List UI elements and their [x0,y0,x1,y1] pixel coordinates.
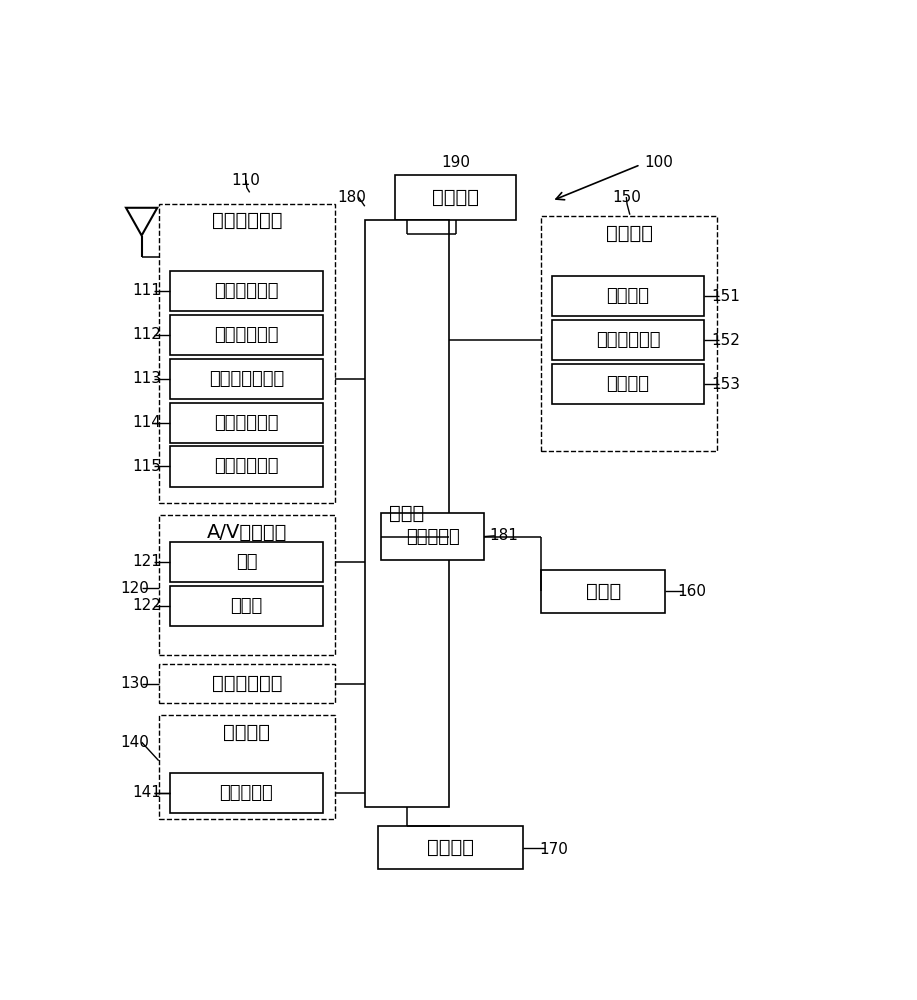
Text: 153: 153 [712,377,740,392]
Text: 显示单元: 显示单元 [606,287,649,305]
Text: 接近传感器: 接近传感器 [219,784,273,802]
Bar [170,773,323,813]
Text: 麦克风: 麦克风 [230,597,262,615]
Text: 190: 190 [441,155,470,170]
Text: 120: 120 [120,581,149,596]
Text: 多媒体模块: 多媒体模块 [406,528,459,546]
Bar [170,403,323,443]
Text: 控制器: 控制器 [389,504,425,523]
Text: 151: 151 [712,289,740,304]
Text: 140: 140 [120,735,149,750]
Bar [159,715,335,819]
Text: 160: 160 [677,584,706,599]
Text: 接口单元: 接口单元 [427,838,474,857]
Text: 警报单元: 警报单元 [606,375,649,393]
Text: 111: 111 [132,283,161,298]
Text: 113: 113 [132,371,161,386]
Bar [170,586,323,626]
Bar [170,446,323,487]
Text: 位置信息模块: 位置信息模块 [215,458,279,476]
Text: 152: 152 [712,333,740,348]
Bar [552,364,704,404]
Text: 150: 150 [612,190,641,205]
Bar [159,515,335,655]
Text: 广播接收模块: 广播接收模块 [215,282,279,300]
Bar [541,216,717,451]
Text: 112: 112 [132,327,161,342]
Bar [378,826,524,869]
Text: 170: 170 [539,842,569,857]
Text: 180: 180 [337,190,366,205]
Text: 141: 141 [132,785,161,800]
Text: 无线通信单元: 无线通信单元 [212,211,282,230]
Text: 相机: 相机 [236,553,257,571]
Text: 122: 122 [132,598,161,613]
Text: 181: 181 [489,528,518,543]
Text: 移动通信模块: 移动通信模块 [215,326,279,344]
Bar [365,220,448,807]
Text: 121: 121 [132,554,161,569]
Text: 音频输出模块: 音频输出模块 [596,331,660,349]
Bar [170,359,323,399]
Text: 电源单元: 电源单元 [432,188,480,207]
Bar [552,276,704,316]
Text: 115: 115 [132,459,161,474]
Bar [170,542,323,582]
Bar [159,204,335,503]
Bar [170,315,323,355]
Text: 130: 130 [120,676,149,691]
Text: 110: 110 [232,173,260,188]
Bar [159,664,335,703]
Bar [170,271,323,311]
Text: A/V输入单元: A/V输入单元 [206,522,287,541]
Text: 输出单元: 输出单元 [605,224,653,243]
Bar [541,570,666,613]
Text: 114: 114 [132,415,161,430]
Text: 用户输入单元: 用户输入单元 [212,674,282,693]
Text: 短程通信模块: 短程通信模块 [215,414,279,432]
Bar [395,175,516,220]
Text: 100: 100 [644,155,673,170]
Text: 存储器: 存储器 [586,582,621,601]
Bar [552,320,704,360]
Text: 无线互联网模块: 无线互联网模块 [209,370,284,388]
Text: 感测单元: 感测单元 [224,723,271,742]
Bar [381,513,484,560]
